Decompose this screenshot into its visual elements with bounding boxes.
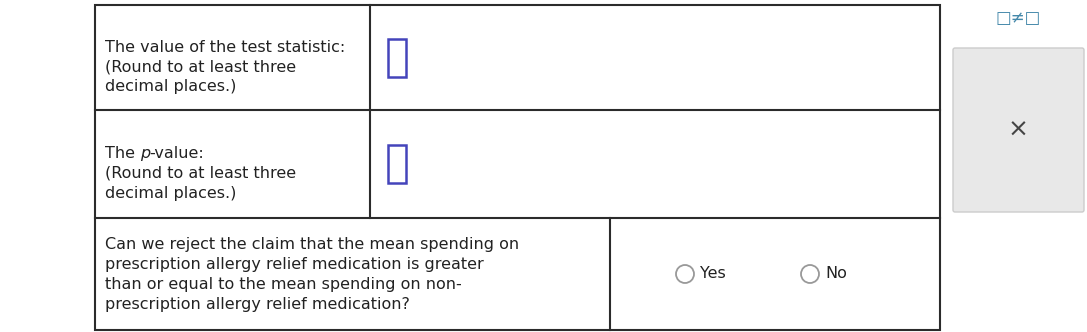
- Ellipse shape: [676, 265, 694, 283]
- Text: decimal places.): decimal places.): [105, 79, 236, 95]
- Bar: [388, 145, 407, 183]
- Text: -value:: -value:: [149, 146, 203, 161]
- Text: The: The: [105, 146, 140, 161]
- Bar: [388, 39, 407, 76]
- Text: (Round to at least three: (Round to at least three: [105, 59, 296, 74]
- Text: decimal places.): decimal places.): [105, 186, 236, 201]
- Text: The value of the test statistic:: The value of the test statistic:: [105, 40, 346, 54]
- Text: prescription allergy relief medication is greater: prescription allergy relief medication i…: [105, 257, 484, 272]
- Text: p: p: [140, 146, 150, 161]
- Text: □≠□: □≠□: [996, 9, 1041, 27]
- Ellipse shape: [801, 265, 819, 283]
- Text: ×: ×: [1008, 118, 1029, 142]
- Text: Can we reject the claim that the mean spending on: Can we reject the claim that the mean sp…: [105, 236, 520, 252]
- FancyBboxPatch shape: [953, 48, 1084, 212]
- Text: No: No: [825, 267, 847, 282]
- Text: prescription allergy relief medication?: prescription allergy relief medication?: [105, 296, 410, 311]
- Text: than or equal to the mean spending on non-: than or equal to the mean spending on no…: [105, 277, 462, 291]
- Bar: [95, 5, 940, 330]
- Text: Yes: Yes: [700, 267, 726, 282]
- Text: (Round to at least three: (Round to at least three: [105, 166, 296, 181]
